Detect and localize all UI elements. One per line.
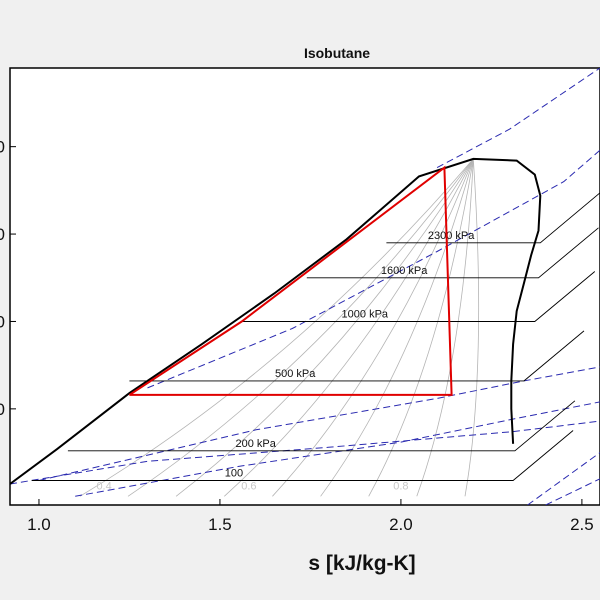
isochore-line-7: [545, 478, 600, 505]
isobar-line-3: [129, 330, 585, 382]
quality-label-2: 0.6: [241, 480, 256, 492]
tick-layer: 1.0 1.5 2.0 2.5 100 50 0 -50: [0, 138, 594, 534]
isobar-label-5: 1600 kPa: [381, 265, 428, 277]
isobar-label-3: 500 kPa: [275, 368, 316, 380]
quality-line-4: [224, 158, 474, 497]
isobar-label-6: 2300 kPa: [428, 230, 475, 242]
isobar-label-2: 200 kPa: [236, 438, 277, 450]
isobar-line-6: [386, 192, 600, 244]
x-tick-label-4: 2.5: [570, 515, 594, 534]
isochore-line-2: [75, 401, 600, 497]
y-tick-label-2: 50: [0, 225, 5, 244]
saturation-dome: [10, 157, 542, 485]
isobar-label-4: 1000 kPa: [342, 309, 389, 321]
isobar-line-2: [67, 400, 576, 452]
x-tick-label-1: 1.0: [27, 515, 51, 534]
quality-line-2: [127, 158, 474, 497]
y-tick-label-1: 100: [0, 138, 5, 157]
cycle-path: [128, 165, 453, 396]
isochore-line-3: [38, 366, 600, 481]
x-tick-label-3: 2.0: [389, 515, 413, 534]
plot-area: [9, 67, 600, 506]
quality-line-7: [368, 158, 474, 497]
quality-line-3: [175, 158, 474, 497]
isochore-line-1: [10, 420, 600, 485]
x-tick-label-2: 1.5: [208, 515, 232, 534]
quality-line-6: [320, 158, 474, 497]
x-axis-label: s [kJ/kg-K]: [308, 552, 415, 575]
isobar-line-1: [31, 430, 574, 481]
isobar-label-1: 100: [225, 468, 243, 480]
quality-line-8: [416, 158, 474, 497]
y-tick-label-3: 0: [0, 312, 5, 331]
isochore-line-5: [436, 68, 600, 169]
isochore-line-6: [527, 452, 600, 505]
quality-line-9: [464, 158, 480, 497]
quality-line-5: [272, 158, 474, 497]
plot-layer: 100 200 kPa 500 kPa 1000 kPa 1600 kPa 2300 kP…: [10, 68, 600, 505]
isobar-line-4: [241, 271, 596, 322]
isochore-line-4: [147, 149, 600, 389]
y-tick-label-4: -50: [0, 400, 5, 419]
quality-line-1: [79, 158, 474, 497]
chart-title: Isobutane: [304, 45, 370, 61]
quality-label-1: 0.4: [96, 480, 111, 492]
quality-label-3: 0.8: [393, 480, 408, 492]
isobar-line-5: [306, 227, 599, 279]
